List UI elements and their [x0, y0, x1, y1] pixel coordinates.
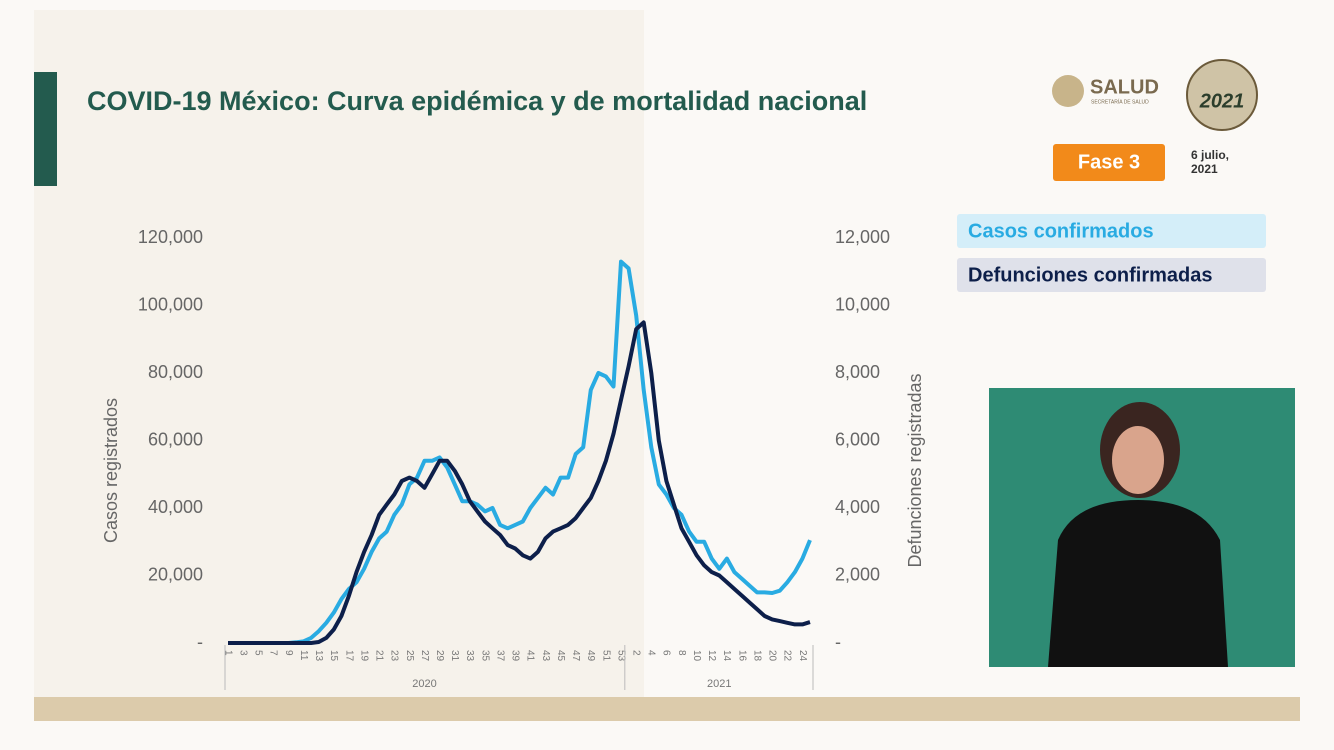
x-tick-label: 41 — [525, 650, 536, 662]
legend-label: Casos confirmados — [968, 220, 1154, 242]
x-tick-label: 27 — [419, 650, 430, 662]
x-tick-label: 45 — [555, 650, 566, 662]
x-tick-label: 53 — [615, 650, 626, 662]
x-tick-label: 37 — [494, 650, 505, 662]
x-tick-label: 13 — [313, 650, 324, 662]
x-tick-label: 31 — [449, 650, 460, 662]
y2-tick-label: 8,000 — [835, 362, 880, 382]
phase-text: Fase 3 — [1078, 151, 1140, 173]
x-tick-label: 2 — [631, 650, 642, 656]
x-tick-label: 8 — [676, 650, 687, 656]
x-tick-label: 7 — [268, 650, 279, 656]
x-tick-label: 43 — [540, 650, 551, 662]
interpreter-body — [1048, 500, 1228, 667]
x-tick-label: 1 — [222, 650, 233, 656]
interpreter-face — [1112, 426, 1164, 494]
y2-tick-label: 12,000 — [835, 227, 890, 247]
x-tick-label: 47 — [570, 650, 581, 662]
y-tick-label: 100,000 — [138, 294, 203, 314]
y2-tick-label: 4,000 — [835, 497, 880, 517]
title: COVID-19 México: Curva epidémica y de mo… — [87, 86, 867, 116]
x-tick-label: 6 — [661, 650, 672, 656]
series-line — [228, 259, 812, 645]
x-tick-label: 12 — [706, 650, 717, 662]
x-tick-label: 29 — [434, 650, 445, 662]
x-tick-label: 18 — [751, 650, 762, 662]
x-tick-label: 9 — [283, 650, 294, 656]
x-group-label: 2021 — [707, 678, 731, 690]
y2-tick-label: 6,000 — [835, 429, 880, 449]
legend-box — [957, 258, 1266, 292]
x-tick-label: 19 — [358, 650, 369, 662]
bottom-band — [34, 697, 1300, 721]
x-tick-label: 17 — [343, 650, 354, 662]
x-tick-label: 15 — [328, 650, 339, 662]
x-tick-label: 24 — [797, 650, 808, 662]
date: 2021 — [1191, 162, 1218, 176]
x-tick-label: 20 — [767, 650, 778, 662]
y2-tick-label: - — [835, 632, 841, 652]
x-tick-label: 21 — [374, 650, 385, 662]
y-tick-label: 80,000 — [148, 362, 203, 382]
y-tick-label: - — [197, 632, 203, 652]
x-tick-label: 23 — [389, 650, 400, 662]
y2-tick-label: 2,000 — [835, 564, 880, 584]
phase-badge — [1053, 144, 1165, 181]
pattern — [34, 10, 644, 700]
x-tick-label: 3 — [237, 650, 248, 656]
y-axis-label: Casos registrados — [101, 398, 121, 543]
x-tick-label: 33 — [464, 650, 475, 662]
x-tick-label: 16 — [736, 650, 747, 662]
x-tick-label: 49 — [585, 650, 596, 662]
accent-bar — [34, 72, 57, 186]
x-tick-label: 11 — [298, 650, 309, 661]
x-tick-label: 25 — [404, 650, 415, 662]
logo-year: 2021 — [1199, 90, 1245, 112]
seal — [1052, 75, 1084, 107]
x-tick-label: 51 — [600, 650, 611, 662]
legend-label: Defunciones confirmadas — [968, 264, 1213, 286]
x-tick-label: 14 — [721, 650, 732, 662]
y2-axis-label: Defunciones registradas — [905, 373, 925, 567]
y-tick-label: 120,000 — [138, 227, 203, 247]
brand-sub: SECRETARÍA DE SALUD — [1091, 98, 1149, 105]
date: 6 julio, — [1191, 148, 1229, 162]
brand: SALUD — [1090, 76, 1159, 98]
y-tick-label: 20,000 — [148, 564, 203, 584]
series-line — [228, 320, 811, 645]
y-tick-label: 60,000 — [148, 429, 203, 449]
x-tick-label: 39 — [510, 650, 521, 662]
x-tick-label: 22 — [782, 650, 793, 662]
x-tick-label: 4 — [646, 650, 657, 656]
x-tick-label: 35 — [479, 650, 490, 662]
x-group-label: 2020 — [412, 678, 436, 690]
x-tick-label: 10 — [691, 650, 702, 662]
logo — [1186, 59, 1258, 131]
y2-tick-label: 10,000 — [835, 294, 890, 314]
y-tick-label: 40,000 — [148, 497, 203, 517]
legend-box — [957, 214, 1266, 248]
x-tick-label: 5 — [253, 650, 264, 656]
